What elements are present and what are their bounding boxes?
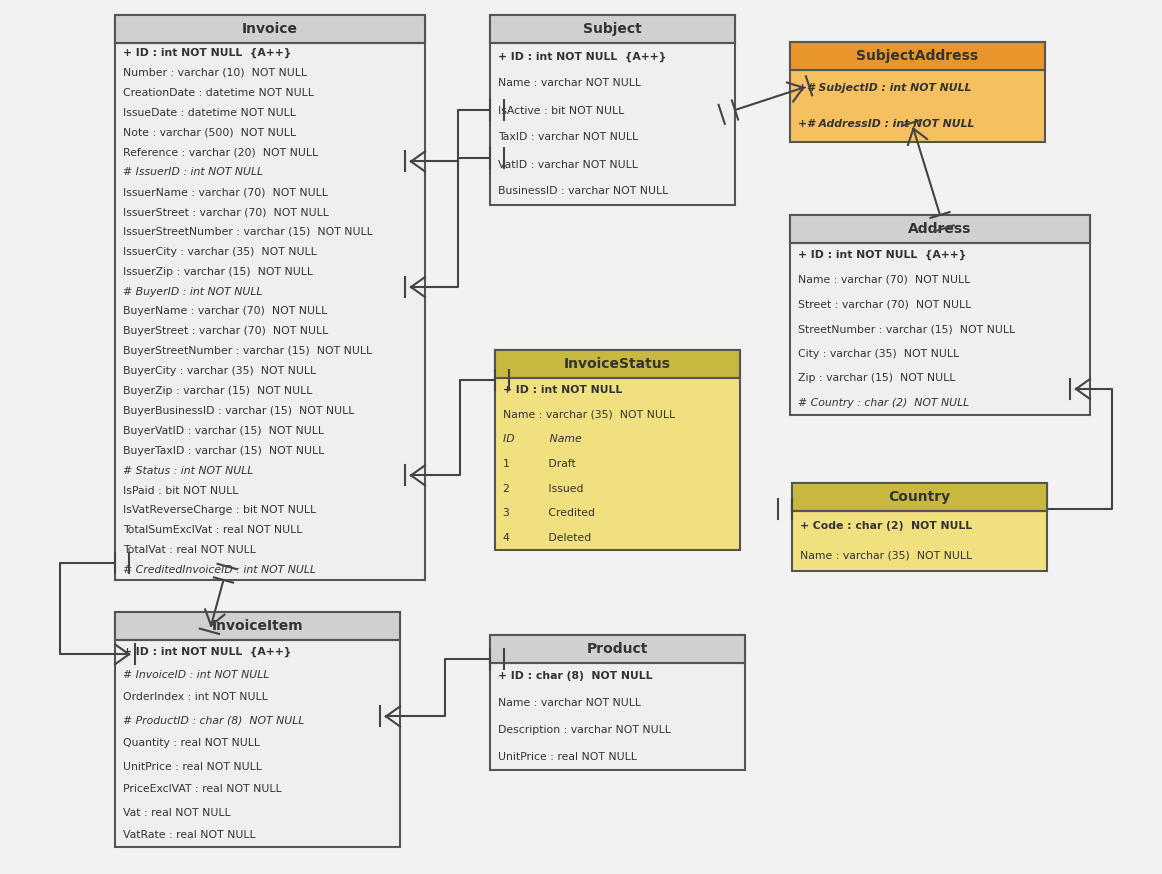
FancyBboxPatch shape bbox=[490, 635, 745, 770]
Text: BuyerStreetNumber : varchar (15)  NOT NULL: BuyerStreetNumber : varchar (15) NOT NUL… bbox=[123, 346, 372, 357]
Text: + ID : int NOT NULL  {A++}: + ID : int NOT NULL {A++} bbox=[798, 250, 967, 260]
FancyBboxPatch shape bbox=[790, 215, 1090, 415]
Text: BuyerName : varchar (70)  NOT NULL: BuyerName : varchar (70) NOT NULL bbox=[123, 307, 328, 316]
FancyBboxPatch shape bbox=[790, 42, 1045, 70]
Text: Product: Product bbox=[587, 642, 648, 656]
Text: Street : varchar (70)  NOT NULL: Street : varchar (70) NOT NULL bbox=[798, 300, 971, 309]
Text: UnitPrice : real NOT NULL: UnitPrice : real NOT NULL bbox=[123, 761, 261, 772]
Text: 2           Issued: 2 Issued bbox=[503, 483, 583, 494]
Text: + ID : int NOT NULL: + ID : int NOT NULL bbox=[503, 385, 622, 395]
Text: CreationDate : datetime NOT NULL: CreationDate : datetime NOT NULL bbox=[123, 87, 314, 98]
Text: Quantity : real NOT NULL: Quantity : real NOT NULL bbox=[123, 739, 260, 748]
FancyBboxPatch shape bbox=[490, 15, 736, 205]
Text: Name : varchar (35)  NOT NULL: Name : varchar (35) NOT NULL bbox=[503, 410, 675, 420]
Text: # Country : char (2)  NOT NULL: # Country : char (2) NOT NULL bbox=[798, 398, 969, 407]
Text: # CreditedInvoiceID : int NOT NULL: # CreditedInvoiceID : int NOT NULL bbox=[123, 565, 316, 575]
Text: Address: Address bbox=[909, 222, 971, 236]
Text: Name : varchar NOT NULL: Name : varchar NOT NULL bbox=[498, 698, 641, 708]
FancyBboxPatch shape bbox=[115, 612, 400, 640]
FancyBboxPatch shape bbox=[792, 483, 1047, 511]
FancyBboxPatch shape bbox=[115, 15, 425, 580]
Text: Invoice: Invoice bbox=[242, 22, 297, 36]
Text: 1           Draft: 1 Draft bbox=[503, 459, 575, 469]
Text: Number : varchar (10)  NOT NULL: Number : varchar (10) NOT NULL bbox=[123, 68, 307, 78]
Text: IssuerStreetNumber : varchar (15)  NOT NULL: IssuerStreetNumber : varchar (15) NOT NU… bbox=[123, 227, 373, 237]
Text: Name : varchar (70)  NOT NULL: Name : varchar (70) NOT NULL bbox=[798, 274, 970, 285]
Text: +# AddressID : int NOT NULL: +# AddressID : int NOT NULL bbox=[798, 119, 975, 129]
FancyBboxPatch shape bbox=[495, 350, 740, 550]
Text: OrderIndex : int NOT NULL: OrderIndex : int NOT NULL bbox=[123, 692, 267, 703]
Text: IssuerCity : varchar (35)  NOT NULL: IssuerCity : varchar (35) NOT NULL bbox=[123, 246, 317, 257]
Text: PriceExclVAT : real NOT NULL: PriceExclVAT : real NOT NULL bbox=[123, 785, 281, 794]
Text: Reference : varchar (20)  NOT NULL: Reference : varchar (20) NOT NULL bbox=[123, 148, 318, 157]
Text: BuyerZip : varchar (15)  NOT NULL: BuyerZip : varchar (15) NOT NULL bbox=[123, 386, 313, 396]
Text: BuyerTaxID : varchar (15)  NOT NULL: BuyerTaxID : varchar (15) NOT NULL bbox=[123, 446, 324, 455]
FancyBboxPatch shape bbox=[490, 635, 745, 663]
Text: 3           Credited: 3 Credited bbox=[503, 508, 595, 518]
Text: # InvoiceID : int NOT NULL: # InvoiceID : int NOT NULL bbox=[123, 669, 270, 679]
Text: VatRate : real NOT NULL: VatRate : real NOT NULL bbox=[123, 830, 256, 841]
Text: + ID : int NOT NULL  {A++}: + ID : int NOT NULL {A++} bbox=[498, 52, 666, 62]
Text: Description : varchar NOT NULL: Description : varchar NOT NULL bbox=[498, 725, 670, 735]
Text: Note : varchar (500)  NOT NULL: Note : varchar (500) NOT NULL bbox=[123, 128, 296, 137]
FancyBboxPatch shape bbox=[490, 15, 736, 43]
Text: # ProductID : char (8)  NOT NULL: # ProductID : char (8) NOT NULL bbox=[123, 716, 304, 725]
Text: InvoiceItem: InvoiceItem bbox=[211, 619, 303, 633]
Text: + Code : char (2)  NOT NULL: + Code : char (2) NOT NULL bbox=[799, 521, 973, 531]
Text: + ID : int NOT NULL  {A++}: + ID : int NOT NULL {A++} bbox=[123, 48, 292, 58]
Text: BusinessID : varchar NOT NULL: BusinessID : varchar NOT NULL bbox=[498, 186, 668, 197]
Text: IssuerZip : varchar (15)  NOT NULL: IssuerZip : varchar (15) NOT NULL bbox=[123, 267, 313, 277]
Text: Subject: Subject bbox=[583, 22, 641, 36]
Text: +# SubjectID : int NOT NULL: +# SubjectID : int NOT NULL bbox=[798, 83, 971, 93]
Text: SubjectAddress: SubjectAddress bbox=[856, 49, 978, 63]
Text: TotalSumExclVat : real NOT NULL: TotalSumExclVat : real NOT NULL bbox=[123, 525, 302, 535]
FancyBboxPatch shape bbox=[790, 42, 1045, 142]
Text: TaxID : varchar NOT NULL: TaxID : varchar NOT NULL bbox=[498, 133, 638, 142]
Text: TotalVat : real NOT NULL: TotalVat : real NOT NULL bbox=[123, 545, 256, 555]
Text: BuyerBusinessID : varchar (15)  NOT NULL: BuyerBusinessID : varchar (15) NOT NULL bbox=[123, 406, 354, 416]
Text: StreetNumber : varchar (15)  NOT NULL: StreetNumber : varchar (15) NOT NULL bbox=[798, 324, 1016, 334]
Text: + ID : char (8)  NOT NULL: + ID : char (8) NOT NULL bbox=[498, 671, 653, 682]
Text: IsActive : bit NOT NULL: IsActive : bit NOT NULL bbox=[498, 106, 624, 115]
Text: IssueDate : datetime NOT NULL: IssueDate : datetime NOT NULL bbox=[123, 108, 296, 118]
FancyBboxPatch shape bbox=[115, 15, 425, 43]
Text: + ID : int NOT NULL  {A++}: + ID : int NOT NULL {A++} bbox=[123, 647, 292, 656]
Text: # BuyerID : int NOT NULL: # BuyerID : int NOT NULL bbox=[123, 287, 263, 296]
FancyBboxPatch shape bbox=[792, 483, 1047, 571]
Text: Zip : varchar (15)  NOT NULL: Zip : varchar (15) NOT NULL bbox=[798, 373, 955, 383]
Text: ID          Name: ID Name bbox=[503, 434, 582, 444]
Text: IssuerStreet : varchar (70)  NOT NULL: IssuerStreet : varchar (70) NOT NULL bbox=[123, 207, 329, 217]
Text: 4           Deleted: 4 Deleted bbox=[503, 533, 591, 543]
Text: City : varchar (35)  NOT NULL: City : varchar (35) NOT NULL bbox=[798, 349, 959, 358]
Text: VatID : varchar NOT NULL: VatID : varchar NOT NULL bbox=[498, 159, 638, 170]
Text: UnitPrice : real NOT NULL: UnitPrice : real NOT NULL bbox=[498, 752, 637, 761]
Text: IssuerName : varchar (70)  NOT NULL: IssuerName : varchar (70) NOT NULL bbox=[123, 187, 328, 198]
Text: # IssuerID : int NOT NULL: # IssuerID : int NOT NULL bbox=[123, 167, 263, 177]
Text: Name : varchar NOT NULL: Name : varchar NOT NULL bbox=[498, 79, 641, 88]
Text: BuyerStreet : varchar (70)  NOT NULL: BuyerStreet : varchar (70) NOT NULL bbox=[123, 326, 328, 336]
Text: # Status : int NOT NULL: # Status : int NOT NULL bbox=[123, 466, 253, 475]
FancyBboxPatch shape bbox=[115, 612, 400, 847]
Text: Country: Country bbox=[889, 490, 951, 504]
FancyBboxPatch shape bbox=[790, 215, 1090, 243]
Text: Vat : real NOT NULL: Vat : real NOT NULL bbox=[123, 808, 230, 817]
Text: IsPaid : bit NOT NULL: IsPaid : bit NOT NULL bbox=[123, 485, 238, 496]
Text: IsVatReverseCharge : bit NOT NULL: IsVatReverseCharge : bit NOT NULL bbox=[123, 505, 316, 516]
Text: Name : varchar (35)  NOT NULL: Name : varchar (35) NOT NULL bbox=[799, 551, 973, 561]
Text: BuyerVatID : varchar (15)  NOT NULL: BuyerVatID : varchar (15) NOT NULL bbox=[123, 426, 324, 436]
Text: BuyerCity : varchar (35)  NOT NULL: BuyerCity : varchar (35) NOT NULL bbox=[123, 366, 316, 376]
Text: InvoiceStatus: InvoiceStatus bbox=[564, 357, 670, 371]
FancyBboxPatch shape bbox=[495, 350, 740, 378]
